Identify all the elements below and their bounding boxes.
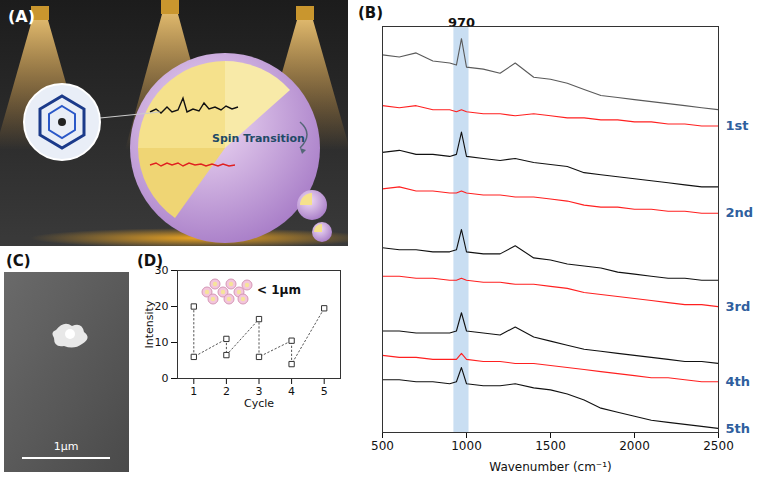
svg-text:10: 10: [155, 336, 169, 349]
svg-text:1st: 1st: [726, 118, 749, 133]
svg-text:0: 0: [162, 372, 169, 385]
svg-text:(A): (A): [8, 7, 35, 26]
svg-text:Wavenumber (cm⁻¹): Wavenumber (cm⁻¹): [489, 460, 611, 474]
svg-text:4: 4: [288, 385, 295, 398]
svg-text:20: 20: [155, 300, 169, 313]
svg-text:Intensity: Intensity: [143, 300, 156, 348]
svg-text:1μm: 1μm: [54, 440, 79, 453]
svg-text:1500: 1500: [535, 439, 566, 453]
svg-text:2nd: 2nd: [726, 205, 754, 220]
svg-text:2500: 2500: [703, 439, 734, 453]
svg-text:970: 970: [448, 15, 475, 30]
svg-text:1: 1: [190, 385, 197, 398]
svg-text:1000: 1000: [451, 439, 482, 453]
svg-text:2: 2: [223, 385, 230, 398]
svg-text:5th: 5th: [726, 421, 751, 436]
svg-text:Cycle: Cycle: [244, 397, 274, 410]
svg-text:5: 5: [321, 385, 328, 398]
svg-text:3rd: 3rd: [726, 299, 751, 314]
svg-text:500: 500: [371, 439, 394, 453]
svg-text:4th: 4th: [726, 374, 751, 389]
svg-text:< 1μm: < 1μm: [257, 283, 301, 297]
svg-text:Spin Transition: Spin Transition: [212, 132, 305, 145]
svg-text:2000: 2000: [619, 439, 650, 453]
